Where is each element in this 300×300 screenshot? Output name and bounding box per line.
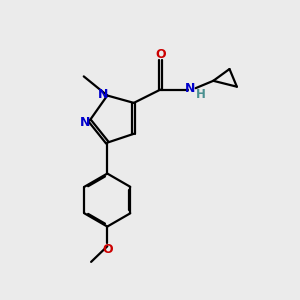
Text: O: O bbox=[155, 48, 166, 62]
Text: O: O bbox=[102, 243, 112, 256]
Text: N: N bbox=[98, 88, 108, 100]
Text: N: N bbox=[184, 82, 195, 95]
Text: H: H bbox=[196, 88, 206, 101]
Text: N: N bbox=[80, 116, 90, 128]
